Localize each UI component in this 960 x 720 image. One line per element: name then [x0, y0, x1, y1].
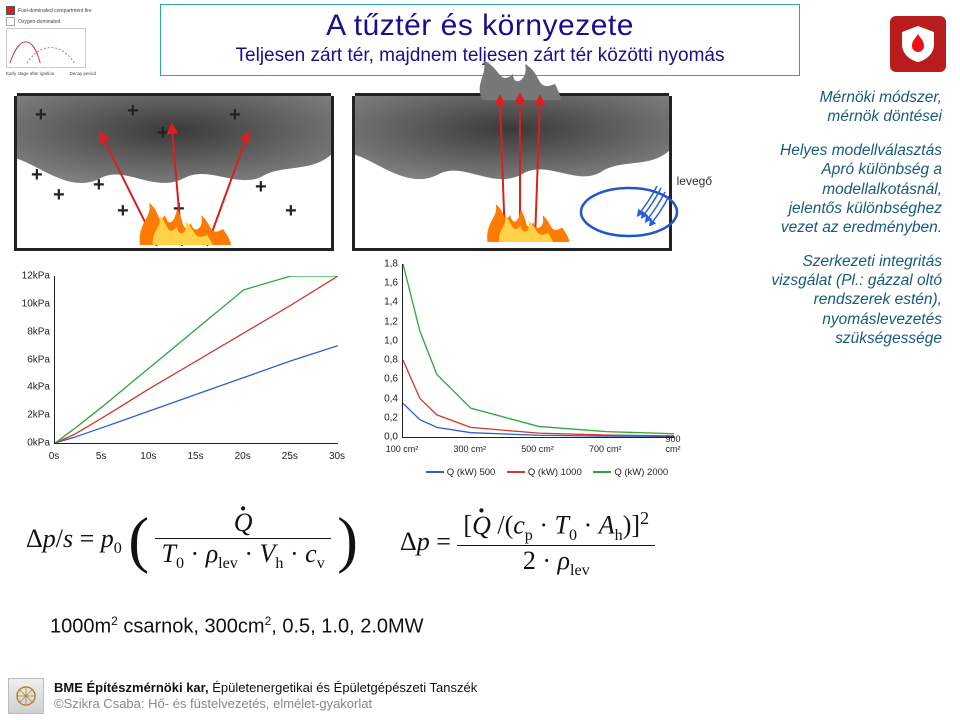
fire-diagram-vented: levegő — [352, 96, 672, 251]
note-line: szükségessége — [702, 329, 942, 348]
footer-line2: ©Szikra Csaba: Hő- és füstelvezetés, elm… — [54, 696, 477, 712]
formula-dp: Δp = [Q /(cp · T0 · Ah)]2 2 · ρlev — [400, 508, 655, 580]
mini-legend-item: Fuel-dominated compartment fire — [18, 8, 92, 14]
title-main: A tűztér és környezete — [171, 9, 789, 43]
note-line: modellalkotásnál, — [702, 180, 942, 199]
side-notes: Mérnöki módszer, mérnök döntései Helyes … — [702, 88, 942, 363]
note-line: Apró különbség a — [702, 160, 942, 179]
caption: 1000m2 csarnok, 300cm2, 0.5, 1.0, 2.0MW — [50, 614, 424, 639]
pressure-time-chart: 0kPa2kPa4kPa6kPa8kPa10kPa12kPa 0s5s10s15… — [14, 268, 344, 468]
formula-dp-per-s: Δp/s = p0 ( Q T0 · ρlev · Vh · cv ) — [26, 508, 358, 573]
note-line: jelentős különbséghez — [702, 199, 942, 218]
air-label: levegő — [677, 174, 712, 188]
mini-legend-item: Oxygen-dominated — [18, 19, 60, 25]
footer-line1-bold: BME Építészmérnöki kar, — [54, 680, 212, 695]
mini-axis-label: Decay period — [69, 71, 96, 76]
mini-legend: Fuel-dominated compartment fire Oxygen-d… — [6, 6, 96, 76]
note-line: rendszerek estén), — [702, 290, 942, 309]
pressure-area-chart: 0,00,20,40,60,81,01,21,41,61,8 100 cm²30… — [370, 258, 680, 478]
note-line: nyomáslevezetés — [702, 310, 942, 329]
note-line: Mérnöki módszer, — [702, 88, 942, 107]
footer-line1: Épületenergetikai és Épületgépészeti Tan… — [212, 680, 477, 695]
footer: BME Építészmérnöki kar, Épületenergetika… — [0, 672, 960, 720]
footer-logo-icon — [8, 678, 44, 714]
note-line: vizsgálat (Pl.: gázzal oltó — [702, 271, 942, 290]
note-line: mérnök döntései — [702, 107, 942, 126]
note-line: vezet az eredményben. — [702, 218, 942, 237]
logo-shield — [888, 14, 948, 74]
note-line: Helyes modellválasztás — [702, 141, 942, 160]
fire-diagram-closed: + + + + + + + + + + + — [14, 96, 334, 251]
note-line: Szerkezeti integritás — [702, 252, 942, 271]
mini-axis-label: Early stage after ignition — [6, 71, 54, 76]
